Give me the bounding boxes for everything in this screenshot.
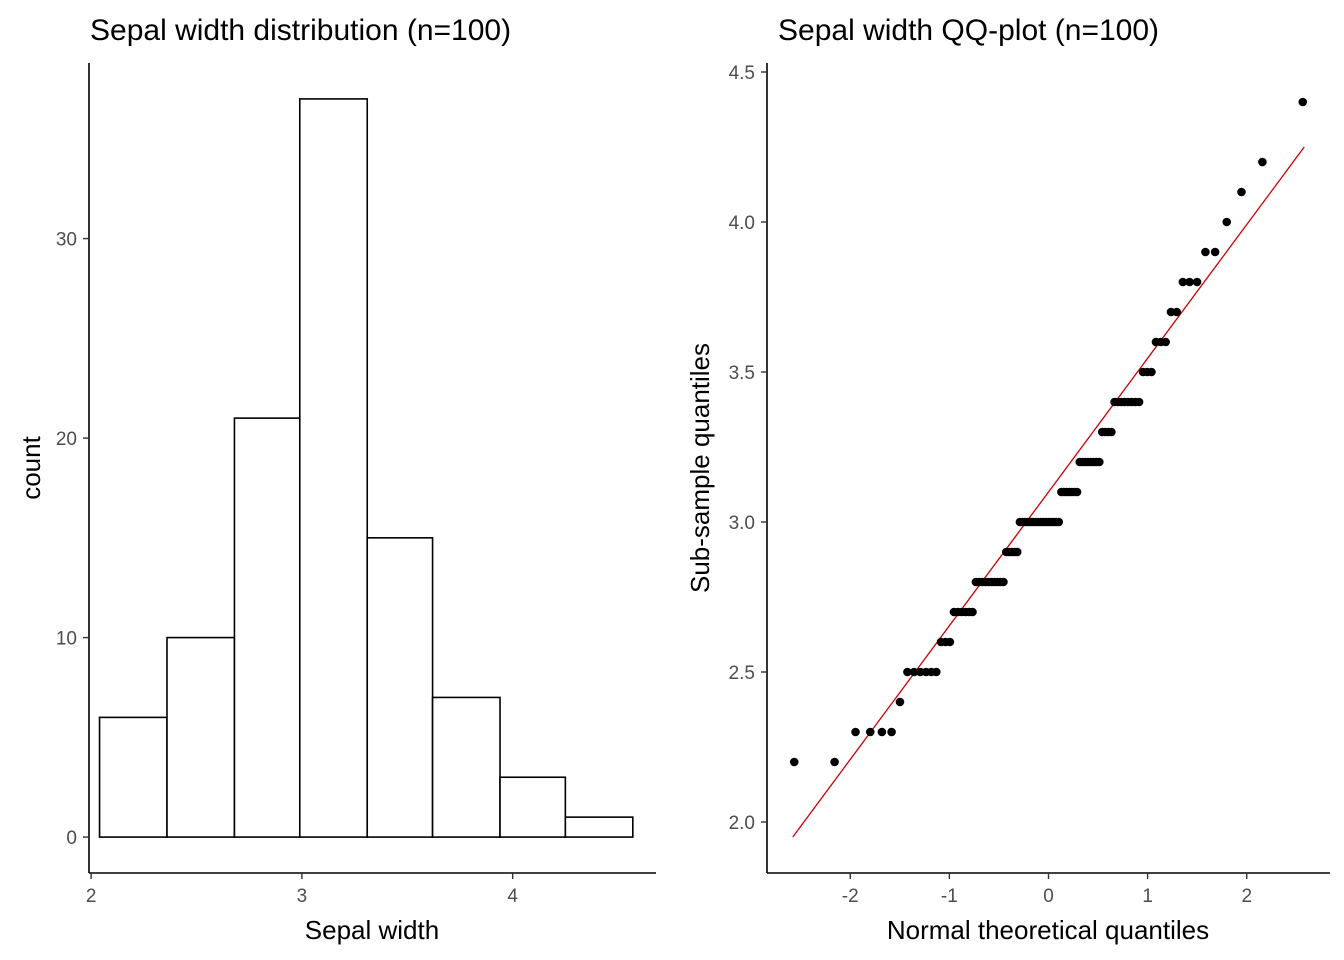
qq-point (851, 727, 860, 737)
qq-point (999, 577, 1008, 587)
histogram-bar (166, 636, 236, 838)
qq-point (1258, 157, 1267, 167)
histogram-bar (366, 537, 434, 838)
qq-point (1178, 277, 1188, 287)
histogram-bar (499, 776, 567, 838)
histogram-y-tick-label: 0 (66, 828, 77, 849)
qq-point (903, 667, 912, 677)
qq-point (1054, 517, 1064, 527)
qq-point (1237, 187, 1246, 197)
qq-plot-title: Sepal width QQ-plot (n=100) (778, 14, 1159, 47)
histogram-x-axis-label: Sepal width (305, 915, 439, 945)
histogram-bar (298, 98, 369, 838)
qq-point (945, 637, 955, 647)
histogram-bars (98, 98, 634, 838)
histogram-y-axis-label: count (16, 435, 46, 499)
qq-plot-x-tick-label: 1 (1142, 886, 1153, 907)
qq-point (1107, 427, 1116, 437)
qq-plot-y-tick-label: 3.5 (729, 363, 755, 384)
histogram-panel: Sepal width distribution (n=100) 0102030… (16, 14, 656, 945)
qq-point (1210, 247, 1220, 257)
qq-plot-x-tick-label: -2 (842, 886, 859, 907)
qq-point (909, 667, 919, 677)
histogram-y-ticks: 0 10 20 30 (56, 230, 89, 849)
histogram-bar (431, 696, 501, 838)
histogram-bar (98, 716, 168, 838)
qq-plot-y-ticks: 2.0 2.5 3.0 3.5 4.0 4.5 (729, 63, 767, 834)
histogram-x-tick-label: 4 (507, 886, 518, 907)
qq-point (968, 607, 977, 617)
qq-plot-y-tick-label: 2.5 (729, 663, 755, 684)
histogram-bar (564, 816, 634, 838)
histogram-y-tick-label: 10 (56, 629, 77, 650)
qq-plot-x-tick-label: -1 (941, 886, 958, 907)
qq-point (1172, 307, 1182, 317)
qq-point (877, 727, 887, 737)
histogram-y-tick-label: 30 (56, 230, 77, 251)
qq-plot-y-tick-label: 4.5 (729, 63, 755, 84)
qq-plot-y-axis-label: Sub-sample quantiles (685, 343, 715, 593)
qq-plot-y-tick-label: 2.0 (729, 813, 755, 834)
qq-plot-panel: Sepal width QQ-plot (n=100) 2.0 2.5 3.0 3.5… (685, 14, 1330, 945)
qq-point (1161, 337, 1170, 347)
qq-point (789, 757, 799, 767)
qq-plot-x-tick-label: 0 (1043, 886, 1054, 907)
qq-plot-x-tick-label: 2 (1241, 886, 1252, 907)
qq-point (1298, 97, 1308, 107)
qq-point (830, 757, 839, 767)
qq-plot-y-tick-label: 3.0 (729, 513, 755, 534)
qq-reference-line (792, 146, 1305, 838)
qq-point (1147, 367, 1156, 377)
qq-point (895, 697, 905, 707)
qq-plot-y-tick-label: 4.0 (729, 213, 755, 234)
qq-plot-x-ticks: -2 -1 0 1 2 (842, 873, 1252, 907)
histogram-x-tick-label: 2 (86, 886, 97, 907)
histogram-x-ticks: 2 3 4 (86, 873, 518, 907)
histogram-x-tick-label: 3 (297, 886, 308, 907)
qq-point (1192, 277, 1202, 287)
histogram-title: Sepal width distribution (n=100) (90, 14, 511, 47)
qq-point (887, 727, 896, 737)
qq-point (1222, 217, 1232, 227)
qq-point (865, 727, 875, 737)
qq-points (789, 97, 1308, 767)
qq-plot-x-axis-label: Normal theoretical quantiles (887, 915, 1209, 945)
qq-point (1072, 487, 1082, 497)
qq-point (1095, 457, 1104, 467)
histogram-y-tick-label: 20 (56, 429, 77, 450)
qq-point (1134, 397, 1144, 407)
qq-point (1201, 247, 1210, 257)
qq-point (1012, 547, 1022, 557)
qq-point (1185, 277, 1194, 287)
histogram-bar (233, 417, 301, 838)
qq-point (932, 667, 941, 677)
